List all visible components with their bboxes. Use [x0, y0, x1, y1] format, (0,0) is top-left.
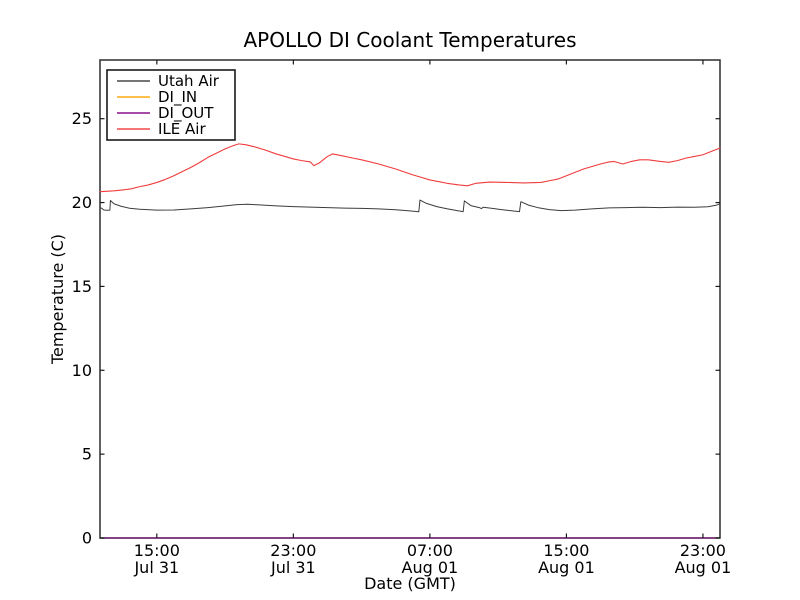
chart-title: APOLLO DI Coolant Temperatures [243, 28, 576, 52]
x-tick-label-time: 15:00 [543, 541, 589, 560]
y-tick-label: 10 [72, 361, 92, 380]
legend-label-di-out: DI_OUT [158, 104, 214, 123]
legend-label-di-in: DI_IN [158, 88, 197, 107]
series-group [99, 143, 721, 539]
x-tick-label-time: 07:00 [407, 541, 453, 560]
y-tick-label: 25 [72, 109, 92, 128]
y-axis-label: Temperature (C) [48, 234, 67, 365]
legend-label-ile-air: ILE Air [158, 120, 206, 138]
x-tick-label-date: Jul 31 [270, 558, 316, 577]
x-tick-label-time: 15:00 [134, 541, 180, 560]
x-tick-label-time: 23:00 [680, 541, 726, 560]
x-tick-label-date: Aug 01 [675, 558, 732, 577]
y-tick-label: 20 [72, 193, 92, 212]
y-tick-label: 5 [82, 445, 92, 464]
x-axis-label: Date (GMT) [364, 574, 456, 593]
y-tick-label: 0 [82, 529, 92, 548]
x-tick-label-date: Aug 01 [538, 558, 595, 577]
series-line-ile-air [99, 143, 721, 193]
x-tick-label-date: Jul 31 [133, 558, 179, 577]
series-line-utah-air [99, 199, 721, 213]
x-tick-label-date: Aug 01 [402, 558, 459, 577]
x-tick-label-time: 23:00 [270, 541, 316, 560]
legend-label-utah-air: Utah Air [158, 72, 220, 90]
y-tick-label: 15 [72, 277, 92, 296]
